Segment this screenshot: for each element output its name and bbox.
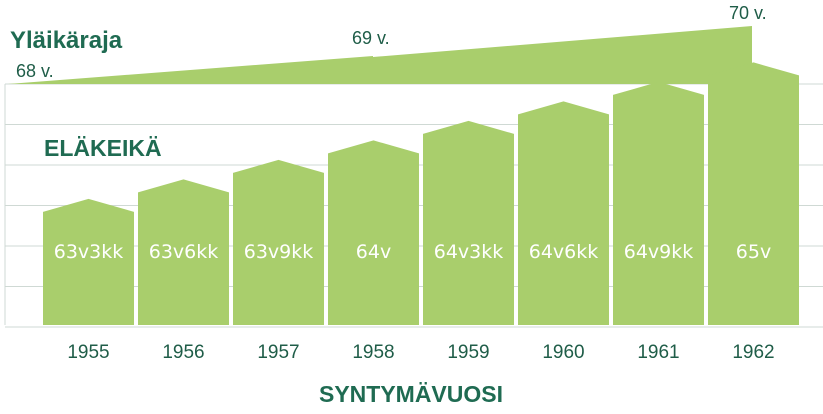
x-axis-label: SYNTYMÄVUOSI <box>319 381 503 407</box>
bar-value-label: 63v3kk <box>54 241 124 263</box>
bar-1960 <box>518 101 609 326</box>
bar-value-label: 64v <box>356 241 391 263</box>
bar-value-label: 65v <box>736 241 771 263</box>
x-tick-label: 1962 <box>732 342 774 363</box>
bar-1958 <box>328 140 419 325</box>
x-tick-labels: 1955 1956 1957 1958 1959 1960 1961 1962 <box>67 342 774 363</box>
x-tick-label: 1958 <box>352 342 394 363</box>
upper-limit-title: Yläikäraja <box>10 27 123 54</box>
upper-limit-step-70: 70 v. <box>729 3 767 23</box>
upper-limit-step-68: 68 v. <box>16 61 54 81</box>
x-tick-label: 1959 <box>447 342 489 363</box>
bar-value-label: 64v9kk <box>624 241 694 263</box>
bar-value-label: 64v6kk <box>529 241 599 263</box>
x-tick-label: 1960 <box>542 342 584 363</box>
bar-value-label: 63v6kk <box>149 241 219 263</box>
upper-limit-wedge <box>8 26 752 84</box>
x-tick-label: 1961 <box>637 342 679 363</box>
upper-limit-step-69: 69 v. <box>352 28 390 48</box>
bar-1962 <box>708 62 799 326</box>
bar-1961 <box>613 81 704 326</box>
chart-title: ELÄKEIKÄ <box>44 135 162 161</box>
bar-1956 <box>138 179 229 325</box>
bar-1959 <box>423 120 514 326</box>
bar-value-label: 63v9kk <box>244 241 314 263</box>
bar-1955 <box>43 198 134 325</box>
x-tick-label: 1957 <box>257 342 299 363</box>
bars-group: 63v3kk 63v6kk 63v9kk 64v 64v3kk 64v6kk 64v9kk 6… <box>43 62 799 326</box>
x-tick-label: 1955 <box>67 342 109 363</box>
bar-value-label: 64v3kk <box>434 241 504 263</box>
bar-1957 <box>233 159 324 325</box>
x-tick-label: 1956 <box>162 342 204 363</box>
